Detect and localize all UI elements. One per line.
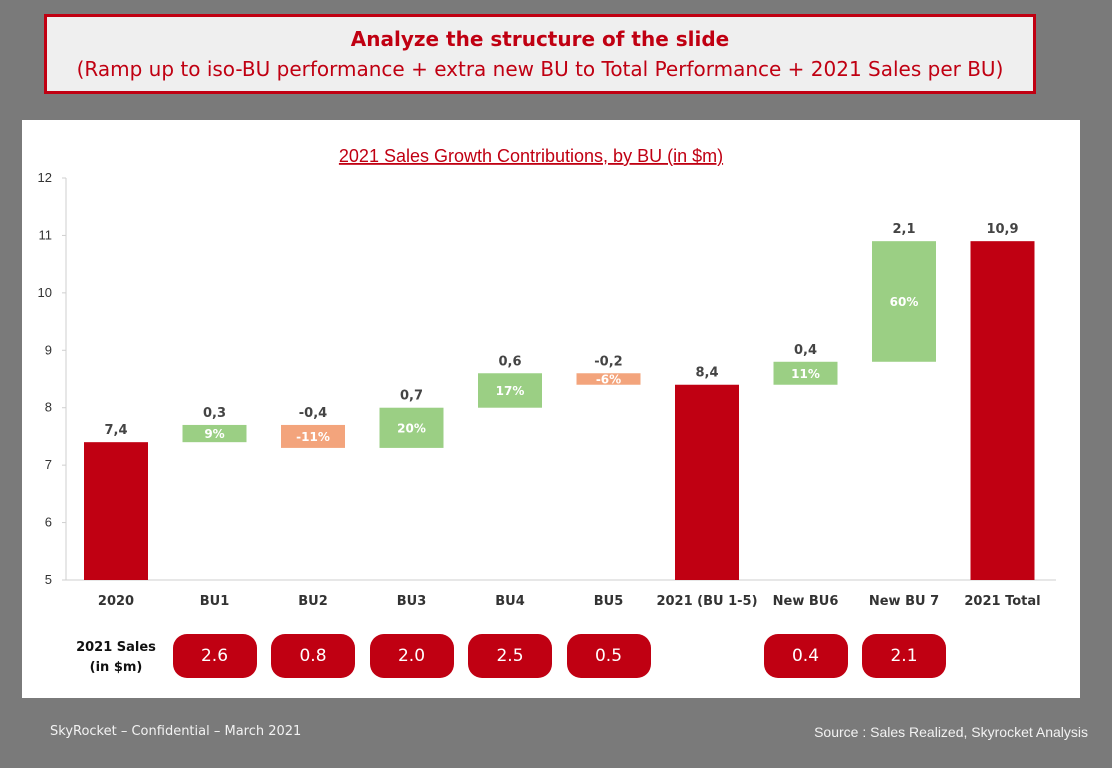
sales-pill: 2.6 xyxy=(172,634,257,678)
bars-group: 7,4 0,3 9% -0,4 -11% 0,7 20% 0,6 17% -0,2 -6% 8,4 0,… xyxy=(84,222,1035,580)
sales-label-line2: (in $m) xyxy=(89,660,143,675)
category-label: BU4 xyxy=(495,594,525,609)
y-tick-label: 10 xyxy=(38,285,52,300)
category-label: 2021 Total xyxy=(964,594,1040,609)
bar-percent-label: 11% xyxy=(791,367,820,381)
bar-percent-label: -11% xyxy=(296,430,330,444)
bar-total xyxy=(675,384,739,580)
bar-increase xyxy=(872,241,936,362)
chart-title: 2021 Sales Growth Contributions, by BU (… xyxy=(339,146,723,166)
category-label: 2021 (BU 1-5) xyxy=(656,594,757,609)
banner-subtitle: (Ramp up to iso-BU performance + extra n… xyxy=(76,57,1004,81)
category-label: BU2 xyxy=(298,594,328,609)
bar-value-label: -0,2 xyxy=(594,354,622,369)
bar-value-label: 10,9 xyxy=(986,222,1018,237)
bar-value-label: 0,3 xyxy=(203,406,226,421)
bar-increase xyxy=(182,424,247,443)
sales-pill: 0.5 xyxy=(566,634,651,678)
category-label: BU3 xyxy=(397,594,427,609)
bar-percent-label: 20% xyxy=(397,421,426,435)
slide-banner: Analyze the structure of the slide (Ramp… xyxy=(44,14,1036,94)
bar-value-label: 0,7 xyxy=(400,389,423,404)
chart-panel: 2021 Sales Growth Contributions, by BU (… xyxy=(22,120,1080,698)
y-tick-label: 9 xyxy=(45,342,52,357)
category-label: New BU 7 xyxy=(869,594,939,609)
bar-value-label: 0,4 xyxy=(794,343,817,358)
waterfall-chart: 2021 Sales Growth Contributions, by BU (… xyxy=(38,146,1056,609)
y-tick-label: 12 xyxy=(38,170,52,185)
bar-value-label: 8,4 xyxy=(695,366,718,381)
y-axis: 5 6 7 8 9 10 11 12 xyxy=(38,170,1056,587)
category-label: BU5 xyxy=(594,594,624,609)
bar-total xyxy=(84,442,148,580)
bar-total xyxy=(970,241,1035,580)
sales-pill: 2.0 xyxy=(369,634,454,678)
banner-title: Analyze the structure of the slide xyxy=(350,27,730,51)
category-label: 2020 xyxy=(98,594,134,609)
x-axis-labels: 2020 BU1 BU2 BU3 BU4 BU5 2021 (BU 1-5) New BU6 N… xyxy=(98,594,1041,609)
bar-percent-label: 60% xyxy=(890,295,919,309)
sales-label-line1: 2021 Sales xyxy=(76,640,156,655)
bar-increase xyxy=(478,373,542,408)
y-tick-label: 6 xyxy=(45,515,52,530)
bar-decrease xyxy=(576,373,641,385)
bar-percent-label: 9% xyxy=(204,427,224,441)
y-tick-label: 8 xyxy=(45,400,52,415)
sales-row-label: 2021 Sales (in $m) xyxy=(68,638,164,678)
category-label: BU1 xyxy=(200,594,230,609)
footer-confidential: SkyRocket – Confidential – March 2021 xyxy=(50,724,302,739)
sales-pill: 0.4 xyxy=(763,634,848,678)
footer-source: Source : Sales Realized, Skyrocket Analy… xyxy=(814,724,1088,740)
bar-value-label: 2,1 xyxy=(892,222,915,237)
bar-value-label: -0,4 xyxy=(299,406,327,421)
bar-value-label: 7,4 xyxy=(104,423,127,438)
sales-pill: 2.1 xyxy=(862,634,946,678)
category-label: New BU6 xyxy=(773,594,839,609)
bar-decrease xyxy=(281,424,345,448)
sales-pill: 0.8 xyxy=(271,634,355,678)
bar-increase xyxy=(773,361,838,385)
bar-increase xyxy=(379,407,444,448)
bar-percent-label: 17% xyxy=(496,384,525,398)
y-tick-label: 5 xyxy=(45,572,52,587)
bar-percent-label: -6% xyxy=(596,373,621,387)
y-tick-label: 11 xyxy=(39,227,53,242)
bar-value-label: 0,6 xyxy=(498,354,521,369)
sales-pill: 2.5 xyxy=(468,634,552,678)
y-tick-label: 7 xyxy=(45,457,52,472)
